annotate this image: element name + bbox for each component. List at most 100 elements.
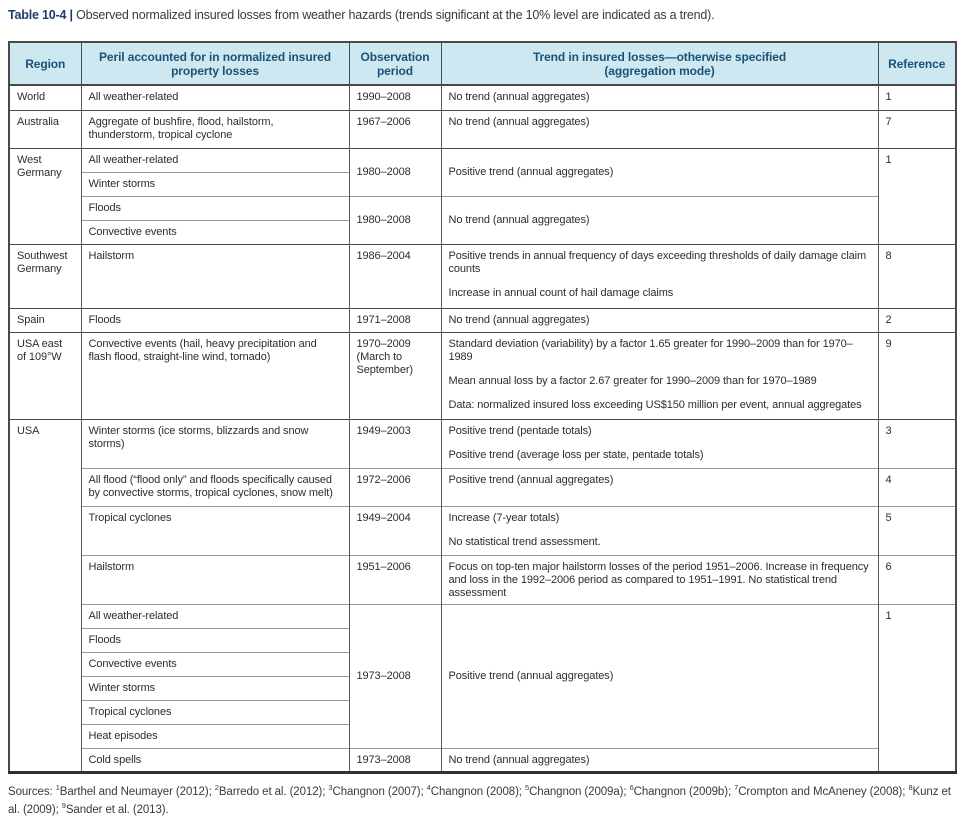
cell-region: West Germany: [8, 147, 82, 244]
table-row-usa-cold-spells: Cold spells 1973–2008 No trend (annual a…: [9, 747, 956, 772]
trend-paragraph: Positive trend (pentade totals): [448, 424, 592, 437]
table-row-usa-all-flood: All flood (“flood only” and floods speci…: [9, 467, 957, 506]
trend-paragraph: Increase in annual count of hail damage …: [448, 286, 674, 299]
trend-paragraph: No statistical trend assessment.: [448, 535, 601, 548]
cell-reference: 5: [877, 505, 957, 555]
cell-trend: No trend (annual aggregates): [440, 747, 879, 772]
cell-reference: 1: [877, 84, 957, 110]
cell-period: 1990–2008: [348, 84, 442, 110]
cell-peril: Convective events (hail, heavy precipita…: [80, 331, 350, 419]
table-row-usa-group-4: Winter storms: [9, 675, 956, 700]
table-row-usa-east: USA east of 109°W Convective events (hai…: [8, 331, 957, 419]
source-item: Kunz et al. (2009);: [8, 785, 951, 816]
cell-reference: 1: [877, 147, 957, 244]
cell-region: Southwest Germany: [8, 243, 82, 308]
cell-trend: Increase (7-year totals) No statistical …: [440, 505, 879, 555]
cell-reference: 2: [877, 307, 957, 332]
source-superscript: 7: [734, 783, 739, 793]
cell-peril: Floods: [80, 195, 350, 220]
source-superscript: 1: [55, 783, 60, 793]
cell-trend: No trend (annual aggregates): [440, 195, 879, 244]
table-row-world: World All weather-related 1990–2008 No t…: [8, 84, 957, 110]
cell-period: 1949–2004: [348, 505, 442, 555]
trend-paragraph: Increase (7-year totals): [448, 511, 560, 524]
table-row-west-germany-2: Winter storms: [9, 171, 956, 196]
header-row: Region Peril accounted for in normalized…: [8, 41, 957, 86]
cell-trend: Positive trends in annual frequency of d…: [440, 243, 879, 308]
cell-reference: 7: [877, 109, 957, 148]
cell-peril: Convective events: [80, 219, 350, 244]
column-header-region: Region: [8, 41, 82, 86]
table-row-usa-group-1: All weather-related 1973–2008 Positive t…: [9, 603, 957, 772]
table-row-spain: Spain Floods 1971–2008 No trend (annual …: [8, 307, 957, 332]
source-item: Changnon (2009b);: [633, 785, 735, 798]
cell-peril: Tropical cyclones: [80, 699, 350, 724]
trend-paragraph: Data: normalized insured loss exceeding …: [448, 398, 862, 411]
table-row-usa-tropical-cyclones: Tropical cyclones 1949–2004 Increase (7-…: [9, 505, 957, 555]
trend-paragraph: Mean annual loss by a factor 2.67 greate…: [448, 374, 817, 387]
cell-trend: No trend (annual aggregates): [440, 109, 879, 148]
source-superscript: 6: [629, 783, 634, 793]
cell-trend: Standard deviation (variability) by a fa…: [440, 331, 879, 419]
source-item: Barthel and Neumayer (2012);: [59, 785, 215, 798]
cell-period: 1951–2006: [348, 554, 442, 604]
cell-region: Spain: [8, 307, 82, 332]
column-header-peril: Peril accounted for in normalized insure…: [80, 41, 350, 86]
cell-trend: Positive trend (annual aggregates): [440, 467, 879, 506]
cell-peril: Heat episodes: [80, 723, 350, 748]
cell-trend: Focus on top-ten major hailstorm losses …: [440, 554, 879, 604]
losses-table: Region Peril accounted for in normalized…: [8, 41, 957, 774]
cell-peril: Winter storms: [80, 171, 350, 196]
cell-peril: Hailstorm: [80, 554, 350, 604]
cell-peril: All weather-related: [80, 147, 350, 172]
source-item: Barredo et al. (2012);: [218, 785, 329, 798]
source-superscript: 5: [524, 783, 530, 793]
cell-peril: Floods: [80, 627, 350, 652]
sources-label: Sources:: [8, 785, 56, 798]
table-row-usa-winter-storms: USA Winter storms (ice storms, blizzards…: [8, 418, 957, 772]
cell-peril: Convective events: [80, 651, 350, 676]
table-row-usa-group-3: Convective events: [9, 651, 956, 676]
table-row-southwest-germany: Southwest Germany Hailstorm 1986–2004 Po…: [8, 243, 957, 308]
cell-peril: Winter storms (ice storms, blizzards and…: [80, 418, 350, 468]
cell-period: 1973–2008: [348, 603, 442, 748]
cell-trend: No trend (annual aggregates): [440, 84, 879, 110]
cell-peril: Floods: [80, 307, 350, 332]
source-item: Changnon (2007);: [332, 785, 427, 798]
cell-period: 1971–2008: [348, 307, 442, 332]
cell-period: 1980–2008: [348, 147, 442, 196]
cell-peril: Aggregate of bushfire, flood, hailstorm,…: [80, 109, 350, 148]
cell-region: USA east of 109°W: [8, 331, 82, 419]
cell-reference: 3: [877, 418, 957, 468]
cell-peril: Tropical cyclones: [80, 505, 350, 555]
column-header-period: Observation period: [348, 41, 442, 86]
cell-period: 1949–2003: [348, 418, 442, 468]
table-row-west-germany-3: Floods 1980–2008 No trend (annual aggreg…: [9, 195, 956, 244]
source-superscript: 8: [908, 783, 913, 793]
cell-period: 1972–2006: [348, 467, 442, 506]
cell-reference: 6: [877, 554, 957, 604]
cell-peril: Hailstorm: [80, 243, 350, 308]
cell-reference: 1: [877, 603, 957, 772]
table-title: Table 10-4 | Observed normalized insured…: [8, 8, 960, 23]
cell-region: World: [8, 84, 82, 110]
column-header-reference: Reference: [877, 41, 957, 86]
source-item: Crompton and McAneney (2008);: [738, 785, 909, 798]
cell-period: 1980–2008: [348, 195, 442, 244]
cell-trend: Positive trend (pentade totals) Positive…: [440, 418, 879, 468]
source-superscript: 2: [214, 783, 219, 793]
cell-peril: Cold spells: [80, 747, 350, 772]
cell-region: USA: [8, 418, 82, 772]
source-superscript: 3: [328, 783, 333, 793]
source-superscript: 9: [61, 801, 66, 811]
table-row-usa-group-6: Heat episodes: [9, 723, 956, 748]
source-item: Changnon (2008);: [430, 785, 525, 798]
source-item: Changnon (2009a);: [529, 785, 630, 798]
table-row-west-germany-4: Convective events: [9, 219, 956, 244]
table-row-australia: Australia Aggregate of bushfire, flood, …: [8, 109, 957, 148]
column-header-trend: Trend in insured losses—otherwise specif…: [440, 41, 879, 86]
cell-peril: All weather-related: [80, 603, 350, 628]
table-title-text: Observed normalized insured losses from …: [72, 8, 715, 22]
table-row-usa-group-2: Floods: [9, 627, 956, 652]
